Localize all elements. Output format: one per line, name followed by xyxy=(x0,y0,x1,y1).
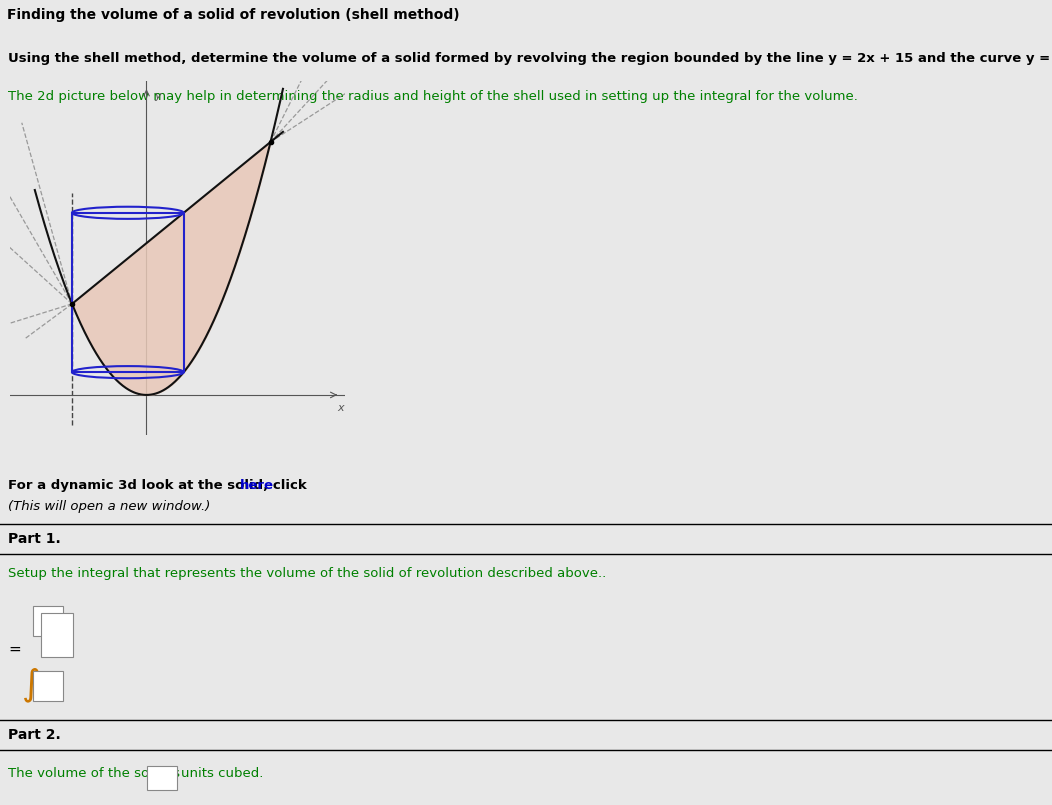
Text: The 2d picture below may help in determining the radius and height of the shell : The 2d picture below may help in determi… xyxy=(8,90,857,103)
FancyBboxPatch shape xyxy=(33,671,63,701)
Text: y: y xyxy=(154,92,161,101)
Text: Part 2.: Part 2. xyxy=(8,729,61,742)
Text: ∫: ∫ xyxy=(22,667,41,702)
FancyBboxPatch shape xyxy=(147,766,177,791)
Text: For a dynamic 3d look at the solid, click: For a dynamic 3d look at the solid, clic… xyxy=(8,479,311,492)
Text: units cubed.: units cubed. xyxy=(181,767,263,780)
FancyBboxPatch shape xyxy=(41,613,73,657)
Text: Finding the volume of a solid of revolution (shell method): Finding the volume of a solid of revolut… xyxy=(7,8,460,23)
Text: (This will open a new window.): (This will open a new window.) xyxy=(8,500,210,514)
Bar xyxy=(72,213,184,372)
Text: x: x xyxy=(338,403,344,413)
Text: =: = xyxy=(8,642,21,657)
Text: The volume of the solid is: The volume of the solid is xyxy=(8,767,180,780)
Text: Using the shell method, determine the volume of a solid formed by revolving the : Using the shell method, determine the vo… xyxy=(8,52,1052,65)
Text: here: here xyxy=(240,479,274,492)
Text: Part 1.: Part 1. xyxy=(8,532,61,547)
Text: Setup the integral that represents the volume of the solid of revolution describ: Setup the integral that represents the v… xyxy=(8,568,606,580)
FancyBboxPatch shape xyxy=(33,606,63,636)
